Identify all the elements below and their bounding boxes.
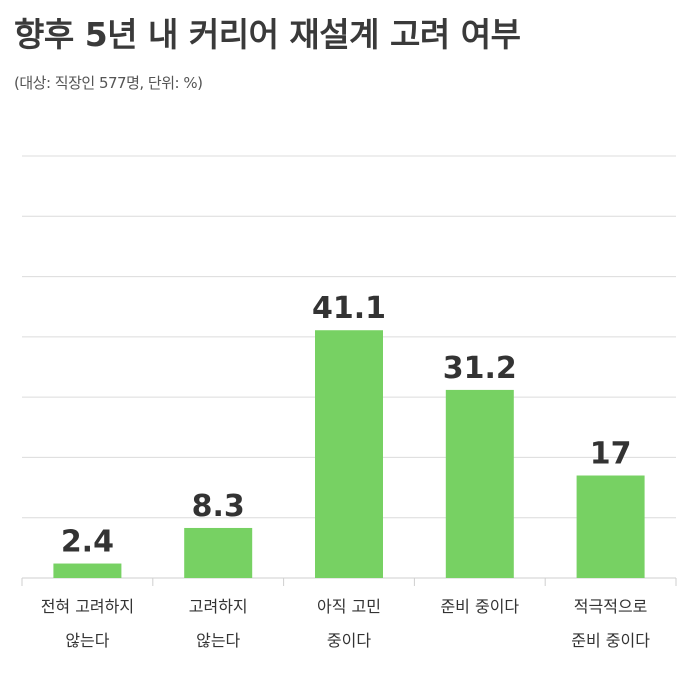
value-label: 41.1 — [312, 291, 386, 326]
category-label: 고려하지 — [189, 597, 248, 616]
chart-subtitle: (대상: 직장인 577명, 단위: %) — [14, 74, 203, 92]
value-label: 31.2 — [443, 351, 517, 386]
bar — [184, 527, 253, 578]
value-label: 8.3 — [192, 489, 245, 524]
chart-title: 향후 5년 내 커리어 재설계 고려 여부 — [14, 15, 521, 54]
value-label: 17 — [590, 437, 632, 472]
bar — [53, 563, 122, 578]
category-label: 아직 고민 — [317, 597, 381, 616]
category-label: 중이다 — [327, 631, 371, 650]
bar — [315, 330, 383, 578]
bar — [576, 475, 645, 578]
category-label: 전혀 고려하지 — [41, 597, 134, 616]
category-label: 않는다 — [65, 631, 109, 650]
bar — [445, 389, 514, 578]
value-label: 2.4 — [61, 525, 114, 560]
category-label: 적극적으로 — [574, 597, 648, 616]
category-label: 않는다 — [196, 631, 240, 650]
category-label: 준비 중이다 — [571, 631, 650, 650]
category-label: 준비 중이다 — [440, 597, 519, 616]
